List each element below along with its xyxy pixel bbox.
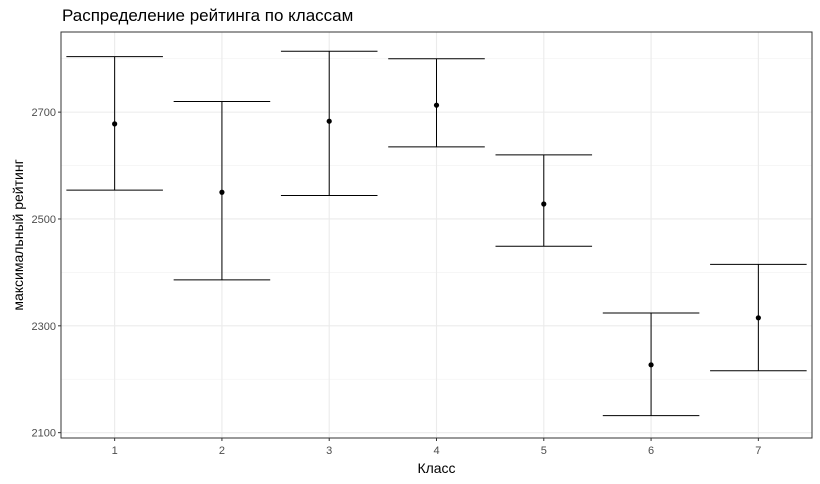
x-axis-title: Класс: [417, 460, 455, 476]
mean-point: [755, 315, 761, 321]
mean-point: [433, 102, 440, 108]
x-tick-label: 4: [433, 445, 439, 457]
x-tick-label: 2: [219, 445, 225, 457]
mean-point: [219, 189, 225, 195]
y-tick-label: 2700: [32, 107, 56, 119]
mean-point: [648, 362, 654, 368]
x-tick-label: 1: [112, 445, 118, 457]
y-axis-ticks: 2100 2300 2500 2700: [32, 107, 61, 440]
error-bar: [495, 154, 593, 247]
y-tick-label: 2500: [32, 214, 56, 226]
mean-point: [112, 121, 118, 127]
mean-point: [326, 118, 332, 124]
mean-points: [112, 102, 761, 368]
x-tick-label: 6: [648, 445, 654, 457]
chart-title: Распределение рейтинга по классам: [62, 6, 354, 25]
x-axis-ticks: 1 2 3 4 5 6 7: [112, 438, 761, 457]
mean-point: [541, 201, 547, 207]
y-tick-label: 2100: [32, 428, 56, 440]
x-tick-label: 5: [541, 445, 547, 457]
x-tick-label: 3: [326, 445, 332, 457]
x-tick-label: 7: [755, 445, 761, 457]
y-tick-label: 2300: [32, 321, 56, 333]
y-axis-title: максимальный рейтинг: [10, 159, 26, 310]
